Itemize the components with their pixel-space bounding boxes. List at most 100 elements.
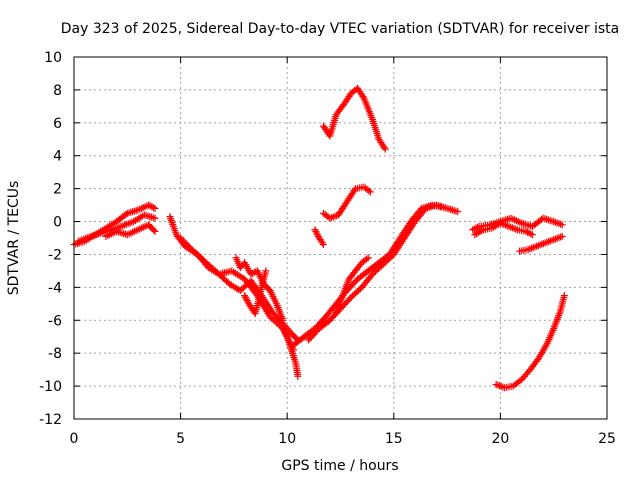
- data-point: [553, 219, 561, 227]
- data-point: [525, 229, 533, 237]
- data-point: [533, 242, 541, 250]
- data-point: [497, 382, 505, 390]
- data-point: [454, 208, 462, 216]
- x-tick-label: 20: [491, 431, 509, 447]
- data-point: [522, 227, 530, 235]
- data-point: [551, 235, 559, 243]
- y-tick-label: -6: [48, 313, 62, 329]
- data-point: [151, 204, 159, 212]
- data-point: [536, 241, 544, 249]
- x-tick-label: 10: [278, 431, 296, 447]
- plot-frame: [73, 56, 608, 420]
- data-point: [510, 224, 518, 232]
- data-point: [151, 214, 159, 222]
- data-point: [280, 326, 288, 334]
- data-point: [149, 204, 157, 212]
- data-point: [494, 381, 502, 389]
- y-tick-label: 4: [53, 149, 62, 165]
- data-point: [557, 220, 565, 228]
- data-point: [279, 325, 287, 332]
- data-point: [294, 372, 302, 380]
- series-arc-07: [279, 325, 302, 380]
- data-point: [524, 246, 532, 254]
- x-tick-label: 0: [70, 431, 79, 447]
- series-arc-09: [290, 201, 445, 349]
- data-point: [319, 241, 327, 249]
- data-point: [505, 222, 513, 230]
- data-point: [311, 226, 319, 234]
- x-axis-label: GPS time / hours: [281, 458, 398, 474]
- grid-lines: [74, 57, 607, 419]
- y-tick-label: 2: [53, 182, 62, 198]
- data-point: [508, 224, 516, 232]
- data-point: [364, 254, 372, 262]
- series-arc-16: [471, 219, 536, 239]
- series-arc-11: [332, 254, 372, 316]
- data-point: [507, 223, 515, 231]
- series-arc-13: [319, 183, 374, 222]
- data-point: [548, 236, 556, 244]
- y-tick-label: 0: [53, 215, 62, 231]
- data-point: [528, 231, 536, 239]
- data-point: [281, 329, 289, 337]
- data-point: [555, 220, 563, 228]
- data-point: [550, 236, 558, 244]
- data-point: [380, 144, 388, 151]
- data-point: [546, 237, 554, 245]
- data-point: [365, 187, 373, 195]
- data-point: [150, 226, 158, 234]
- series-arc-12: [311, 226, 327, 249]
- data-series: [70, 84, 568, 392]
- data-point: [541, 239, 549, 247]
- data-point: [282, 331, 290, 339]
- series-arc-02: [74, 211, 159, 245]
- series-arc-10: [305, 201, 462, 344]
- data-point: [553, 234, 561, 242]
- data-point: [363, 255, 371, 263]
- data-point: [539, 240, 547, 248]
- series-arc-08: [241, 267, 270, 318]
- series-arc-03: [102, 221, 159, 240]
- data-point: [555, 234, 563, 242]
- y-tick-label: 8: [53, 83, 62, 99]
- data-point: [524, 228, 532, 236]
- y-tick-label: 6: [53, 116, 62, 132]
- data-point: [496, 382, 504, 390]
- data-point: [527, 230, 535, 238]
- data-point: [560, 292, 568, 300]
- data-point: [262, 267, 270, 275]
- data-point: [526, 245, 534, 253]
- data-point: [381, 145, 389, 153]
- data-point: [500, 221, 508, 229]
- data-point: [122, 210, 130, 218]
- series-arc-18: [492, 292, 568, 392]
- data-point: [472, 224, 480, 232]
- series-arc-14: [319, 84, 389, 153]
- x-tick-label: 5: [176, 431, 185, 447]
- data-point: [469, 226, 477, 234]
- data-point: [503, 222, 511, 230]
- data-point: [328, 214, 336, 222]
- data-point: [473, 223, 481, 231]
- y-tick-label: -4: [48, 280, 62, 296]
- axis-ticks: 0 5 10 15 20 25 -12 -10 -8 -6 -4 -2 0 2 4 6 8 10: [39, 50, 616, 447]
- y-axis-label: SDTVAR / TECUs: [6, 181, 22, 296]
- data-point: [545, 238, 553, 246]
- data-point: [498, 220, 506, 228]
- data-point: [551, 218, 559, 226]
- data-point: [281, 328, 289, 336]
- series-arc-05: [177, 234, 298, 354]
- data-point: [496, 219, 504, 227]
- data-point: [242, 295, 250, 303]
- data-point: [478, 227, 486, 235]
- series-arc-01: [70, 201, 159, 249]
- x-tick-label: 15: [385, 431, 403, 447]
- data-point: [502, 221, 510, 229]
- data-point: [312, 227, 320, 235]
- chart-title: Day 323 of 2025, Sidereal Day-to-day VTE…: [61, 21, 619, 37]
- data-point: [366, 188, 374, 196]
- data-point: [531, 243, 539, 251]
- y-tick-label: 10: [44, 50, 62, 66]
- series-arc-17: [516, 232, 566, 255]
